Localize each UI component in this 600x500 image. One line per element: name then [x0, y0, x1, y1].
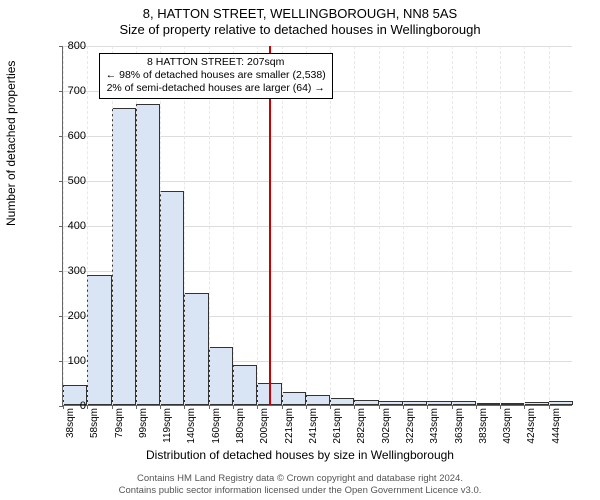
histogram-bar	[403, 401, 427, 406]
y-tick-label: 100	[46, 355, 86, 367]
page-address-title: 8, HATTON STREET, WELLINGBOROUGH, NN8 5A…	[0, 6, 600, 21]
x-tick-label: 119sqm	[162, 408, 173, 452]
histogram-bar	[476, 403, 500, 405]
x-tick-label: 99sqm	[138, 408, 149, 452]
x-tick-label: 383sqm	[478, 408, 489, 452]
histogram-bar	[354, 400, 378, 405]
histogram-bar	[233, 365, 257, 406]
histogram-bar	[524, 402, 548, 405]
y-tick-label: 800	[46, 40, 86, 52]
annotation-line: 2% of semi-detached houses are larger (6…	[106, 82, 326, 95]
x-tick-label: 200sqm	[259, 408, 270, 452]
histogram-bar	[184, 293, 208, 406]
y-tick-label: 300	[46, 265, 86, 277]
x-tick-label: 221sqm	[284, 408, 295, 452]
y-tick-label: 200	[46, 310, 86, 322]
x-tick-label: 160sqm	[211, 408, 222, 452]
histogram-bar	[87, 275, 111, 406]
y-tick-label: 700	[46, 85, 86, 97]
histogram-chart: 8 HATTON STREET: 207sqm← 98% of detached…	[62, 46, 572, 406]
footer-line1: Contains HM Land Registry data © Crown c…	[0, 473, 600, 484]
x-tick-label: 403sqm	[502, 408, 513, 452]
histogram-bar	[112, 108, 136, 405]
x-tick-label: 241sqm	[308, 408, 319, 452]
x-tick-label: 322sqm	[405, 408, 416, 452]
histogram-bar	[330, 398, 354, 405]
x-tick-label: 180sqm	[235, 408, 246, 452]
y-tick-label: 400	[46, 220, 86, 232]
footer-line2: Contains public sector information licen…	[0, 485, 600, 496]
x-tick-label: 302sqm	[381, 408, 392, 452]
annotation-box: 8 HATTON STREET: 207sqm← 98% of detached…	[99, 53, 333, 98]
x-tick-label: 79sqm	[114, 408, 125, 452]
histogram-bar	[500, 403, 524, 405]
annotation-line: ← 98% of detached houses are smaller (2,…	[106, 69, 326, 82]
x-tick-label: 343sqm	[429, 408, 440, 452]
reference-line	[269, 46, 271, 405]
y-tick-label: 600	[46, 130, 86, 142]
histogram-bar	[136, 104, 160, 406]
histogram-bar	[379, 401, 403, 406]
histogram-bar	[452, 401, 476, 405]
x-tick-label: 140sqm	[186, 408, 197, 452]
histogram-bar	[209, 347, 233, 406]
x-tick-label: 38sqm	[65, 408, 76, 452]
y-axis-title: Number of detached properties	[4, 61, 18, 226]
histogram-bar	[160, 191, 184, 405]
footer-attribution: Contains HM Land Registry data © Crown c…	[0, 473, 600, 496]
x-tick-label: 444sqm	[551, 408, 562, 452]
x-tick-label: 282sqm	[356, 408, 367, 452]
gridline-h	[63, 46, 572, 47]
x-tick-label: 58sqm	[89, 408, 100, 452]
histogram-bar	[427, 401, 451, 406]
title-block: 8, HATTON STREET, WELLINGBOROUGH, NN8 5A…	[0, 0, 600, 37]
y-tick-label: 500	[46, 175, 86, 187]
x-tick-label: 424sqm	[526, 408, 537, 452]
page-subtitle: Size of property relative to detached ho…	[0, 22, 600, 37]
histogram-bar	[282, 392, 306, 406]
histogram-bar	[306, 395, 330, 405]
annotation-line: 8 HATTON STREET: 207sqm	[106, 56, 326, 69]
x-tick-label: 363sqm	[454, 408, 465, 452]
histogram-bar	[549, 401, 573, 405]
x-tick-label: 261sqm	[332, 408, 343, 452]
